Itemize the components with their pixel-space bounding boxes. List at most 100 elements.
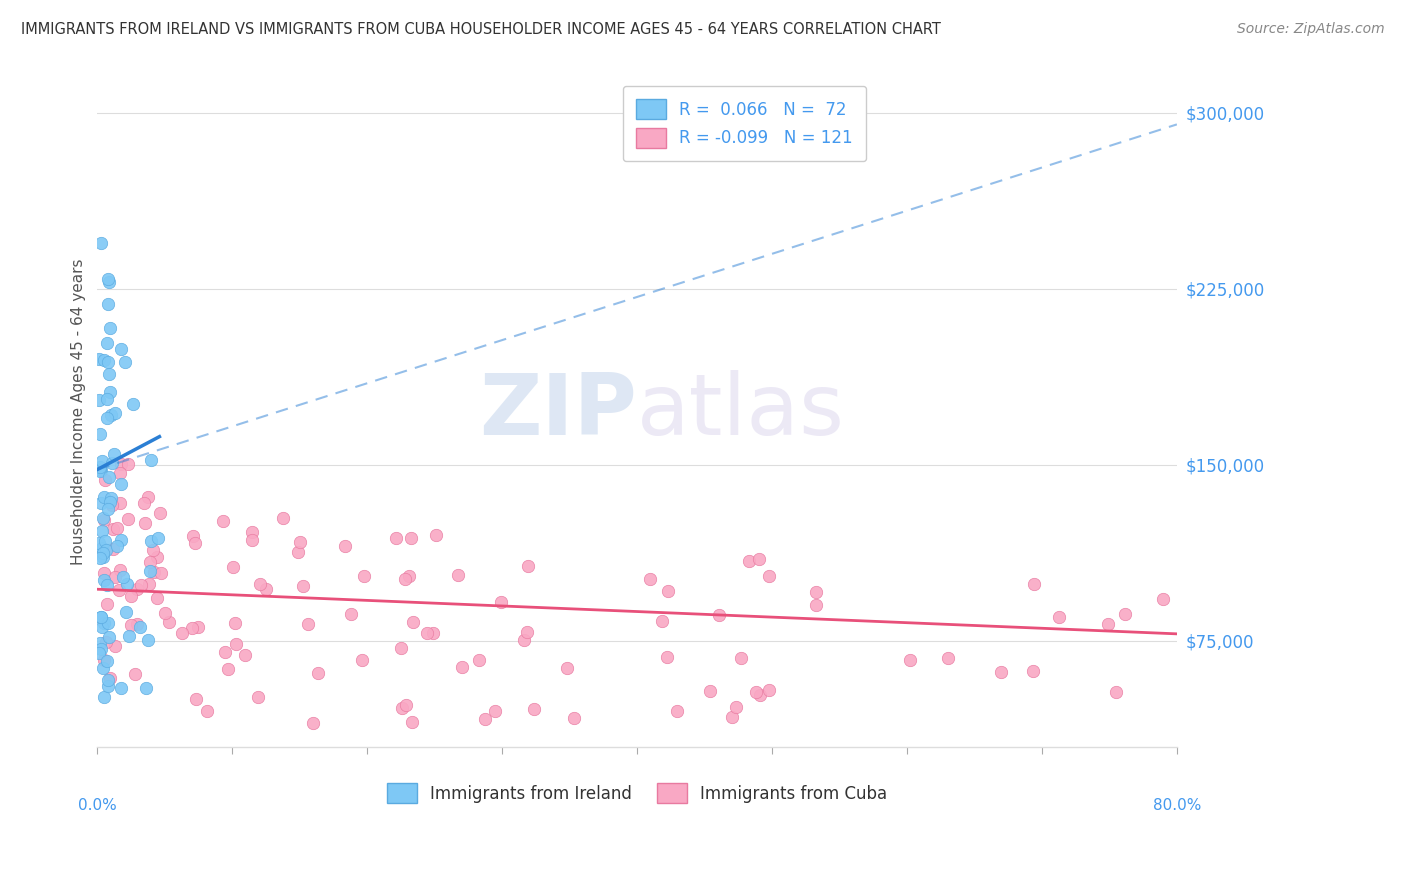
Point xyxy=(110,476,132,491)
Point xyxy=(474,712,496,726)
Point xyxy=(249,576,271,591)
Point xyxy=(110,681,132,695)
Point xyxy=(180,621,202,635)
Point xyxy=(93,566,115,581)
Point xyxy=(738,554,761,568)
Point xyxy=(90,541,112,556)
Point xyxy=(1024,577,1046,591)
Point xyxy=(136,633,159,648)
Point xyxy=(516,624,538,639)
Point xyxy=(90,609,112,624)
Point xyxy=(98,367,121,381)
Point xyxy=(120,618,142,632)
Point xyxy=(302,715,325,730)
Point xyxy=(115,576,138,591)
Text: 80.0%: 80.0% xyxy=(1153,798,1201,814)
Point xyxy=(254,582,277,597)
Point xyxy=(96,272,118,286)
Point xyxy=(91,549,114,564)
Point xyxy=(523,702,546,716)
Point xyxy=(139,555,162,569)
Point xyxy=(97,470,120,484)
Point xyxy=(94,534,117,549)
Point xyxy=(291,579,314,593)
Point xyxy=(97,297,120,311)
Point xyxy=(90,610,112,624)
Point xyxy=(758,569,780,583)
Point xyxy=(240,533,263,548)
Point xyxy=(183,536,205,550)
Point xyxy=(214,645,236,659)
Point xyxy=(89,551,111,566)
Point xyxy=(707,607,730,622)
Point xyxy=(110,342,132,356)
Point xyxy=(100,408,122,422)
Point xyxy=(146,591,169,605)
Point xyxy=(96,577,118,591)
Point xyxy=(97,355,120,369)
Point xyxy=(139,564,162,578)
Text: Source: ZipAtlas.com: Source: ZipAtlas.com xyxy=(1237,22,1385,37)
Point xyxy=(1104,685,1126,699)
Point xyxy=(335,540,357,554)
Point xyxy=(389,641,412,656)
Point xyxy=(104,570,127,584)
Point xyxy=(446,568,468,582)
Point xyxy=(96,635,118,649)
Point xyxy=(391,700,413,714)
Point xyxy=(655,650,678,665)
Point xyxy=(287,544,309,558)
Point xyxy=(87,535,110,549)
Point xyxy=(117,512,139,526)
Point xyxy=(105,539,128,553)
Point xyxy=(89,464,111,478)
Point xyxy=(489,594,512,608)
Point xyxy=(1047,610,1070,624)
Point xyxy=(96,597,118,611)
Point xyxy=(117,457,139,471)
Point xyxy=(402,615,425,629)
Point xyxy=(136,490,159,504)
Y-axis label: Householder Income Ages 45 - 64 years: Householder Income Ages 45 - 64 years xyxy=(72,259,86,566)
Point xyxy=(97,502,120,516)
Point xyxy=(745,685,768,699)
Point xyxy=(307,666,329,681)
Text: IMMIGRANTS FROM IRELAND VS IMMIGRANTS FROM CUBA HOUSEHOLDER INCOME AGES 45 - 64 : IMMIGRANTS FROM IRELAND VS IMMIGRANTS FR… xyxy=(21,22,941,37)
Point xyxy=(297,617,319,632)
Point xyxy=(451,660,474,674)
Point xyxy=(97,673,120,687)
Point xyxy=(91,524,114,539)
Point xyxy=(699,684,721,698)
Point xyxy=(562,711,585,725)
Point xyxy=(170,626,193,640)
Point xyxy=(93,615,115,630)
Point xyxy=(97,275,120,289)
Point xyxy=(96,335,118,350)
Point xyxy=(221,559,243,574)
Point xyxy=(115,605,138,619)
Point xyxy=(110,457,132,471)
Point xyxy=(516,558,538,573)
Point xyxy=(87,646,110,660)
Point xyxy=(91,510,114,524)
Point xyxy=(149,506,172,520)
Point xyxy=(101,498,124,512)
Point xyxy=(100,321,122,335)
Point xyxy=(97,631,120,645)
Point xyxy=(217,662,239,676)
Text: 0.0%: 0.0% xyxy=(77,798,117,814)
Point xyxy=(730,650,752,665)
Point xyxy=(118,629,141,643)
Point xyxy=(233,648,256,663)
Point xyxy=(806,585,828,599)
Point xyxy=(134,496,156,510)
Point xyxy=(108,496,131,510)
Point xyxy=(124,667,146,681)
Point xyxy=(146,531,169,545)
Point xyxy=(211,514,233,528)
Point xyxy=(90,235,112,250)
Point xyxy=(748,688,770,702)
Point xyxy=(91,661,114,675)
Point xyxy=(90,641,112,656)
Point xyxy=(153,606,176,620)
